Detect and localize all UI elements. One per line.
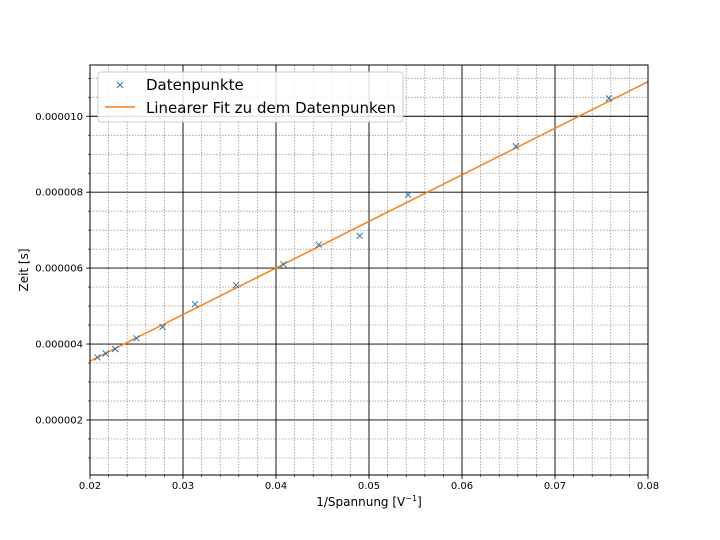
x-tick-label: 0.06 bbox=[451, 481, 473, 492]
data-point-stroke bbox=[159, 323, 166, 331]
data-point-stroke bbox=[191, 300, 199, 308]
data-point bbox=[94, 353, 101, 361]
legend-label-fit: Linearer Fit zu dem Datenpunken bbox=[146, 99, 396, 117]
data-point bbox=[191, 300, 199, 308]
data-point-stroke bbox=[512, 142, 520, 150]
data-points-layer bbox=[94, 95, 613, 361]
x-tick-label: 0.08 bbox=[637, 481, 659, 492]
data-point bbox=[605, 95, 613, 102]
y-tick-label: 0.000006 bbox=[35, 264, 83, 275]
data-point bbox=[404, 191, 412, 199]
legend-marker-stroke bbox=[116, 81, 124, 89]
y-axis-label: Zeit [s] bbox=[17, 248, 31, 291]
data-point-stroke bbox=[315, 241, 323, 248]
legend: Datenpunkte Linearer Fit zu dem Datenpun… bbox=[97, 71, 404, 123]
data-point-stroke bbox=[111, 345, 119, 353]
x-axis-unit-exponent: −1 bbox=[405, 494, 417, 503]
y-tick-label: 0.000008 bbox=[35, 188, 83, 199]
x-tick-label: 0.03 bbox=[172, 481, 194, 492]
data-point-stroke bbox=[356, 232, 364, 240]
data-point bbox=[315, 241, 323, 248]
data-point bbox=[111, 345, 119, 353]
y-tick-label: 0.000010 bbox=[35, 112, 83, 123]
y-axis-ticks: 0.000002 0.000004 0.000006 0.000008 0.000010 bbox=[35, 77, 90, 459]
y-tick-label: 0.000002 bbox=[35, 415, 83, 426]
data-point-stroke bbox=[404, 191, 412, 199]
data-point bbox=[280, 260, 287, 268]
fit-line-layer bbox=[89, 81, 649, 362]
legend-marker-x bbox=[116, 81, 124, 89]
fit-line bbox=[89, 81, 649, 362]
data-point bbox=[159, 323, 166, 331]
data-point-stroke bbox=[133, 334, 140, 342]
data-point bbox=[232, 281, 240, 289]
x-tick-label: 0.07 bbox=[544, 481, 566, 492]
data-point-stroke bbox=[280, 260, 287, 268]
x-tick-label: 0.04 bbox=[265, 481, 287, 492]
data-point bbox=[356, 232, 364, 240]
data-point bbox=[133, 334, 140, 342]
data-point-stroke bbox=[94, 353, 101, 361]
legend-box bbox=[97, 71, 404, 123]
data-point-stroke bbox=[232, 281, 240, 289]
x-tick-label: 0.05 bbox=[358, 481, 380, 492]
data-point bbox=[512, 142, 520, 150]
data-point-stroke bbox=[605, 95, 613, 102]
legend-label-data-points: Datenpunkte bbox=[146, 76, 244, 94]
data-point-stroke bbox=[102, 350, 110, 357]
data-point bbox=[102, 350, 110, 357]
x-tick-label: 0.02 bbox=[79, 481, 101, 492]
x-axis-ticks: 0.02 0.03 0.04 0.05 0.06 0.07 0.08 bbox=[79, 475, 659, 492]
x-axis-label: 1/Spannung [V−1] bbox=[316, 494, 422, 509]
y-tick-label: 0.000004 bbox=[35, 340, 83, 351]
